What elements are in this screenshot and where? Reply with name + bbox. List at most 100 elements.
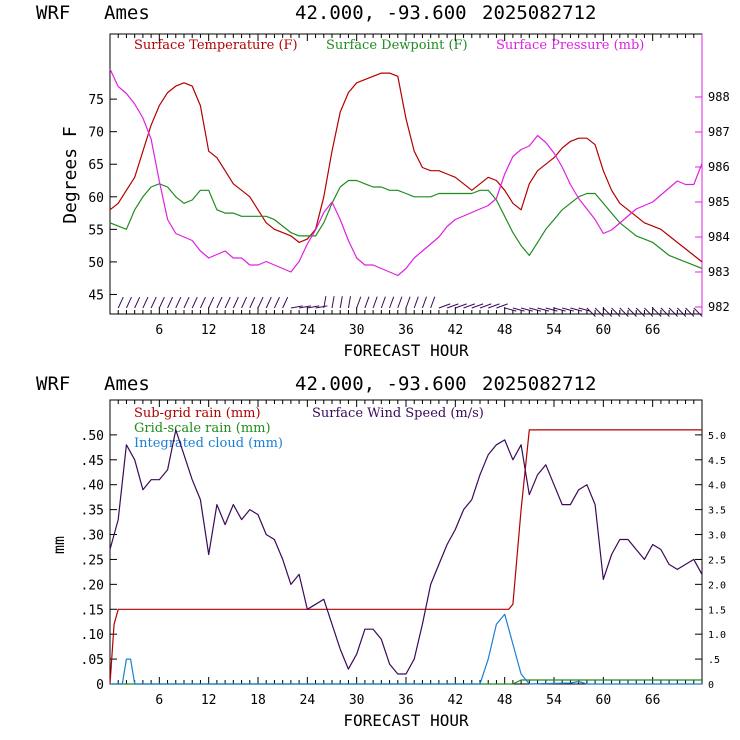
top-model: WRF bbox=[36, 2, 70, 24]
wind-barb bbox=[183, 296, 190, 309]
wind-barb bbox=[685, 307, 695, 317]
wind-barb bbox=[570, 307, 583, 312]
wind-barb bbox=[167, 296, 174, 309]
wind-barb bbox=[619, 307, 629, 317]
wind-barb bbox=[586, 307, 596, 317]
wind-barb bbox=[405, 296, 411, 309]
top-series-group bbox=[109, 68, 703, 277]
integrated-cloud-line bbox=[110, 613, 702, 685]
x-tick-label: 36 bbox=[398, 693, 414, 708]
wind-barb bbox=[529, 307, 542, 312]
bottom-series-group bbox=[109, 429, 703, 685]
bottom-model: WRF bbox=[36, 373, 70, 395]
y-tick-label: .40 bbox=[81, 479, 104, 494]
temperature-line bbox=[109, 72, 703, 263]
y2-tick-label: 2.5 bbox=[708, 555, 726, 566]
x-tick-label: 48 bbox=[497, 693, 513, 708]
wind-barb bbox=[142, 296, 149, 309]
y-tick-label: .05 bbox=[81, 653, 104, 668]
legend-temperature: Surface Temperature (F) bbox=[134, 38, 298, 53]
wind-barb bbox=[191, 296, 198, 309]
wind-barb bbox=[545, 307, 558, 312]
wind-barb bbox=[372, 296, 378, 309]
x-tick-label: 36 bbox=[398, 323, 414, 338]
y-tick-label: .10 bbox=[81, 628, 104, 643]
y2-tick-label: 982 bbox=[708, 300, 730, 314]
wind-barb bbox=[356, 296, 362, 309]
x-tick-label: 12 bbox=[201, 323, 217, 338]
y-tick-label: .45 bbox=[81, 454, 104, 469]
x-tick-label: 54 bbox=[546, 323, 562, 338]
legend-gridscale-rain: Grid-scale rain (mm) bbox=[134, 421, 271, 436]
wind-barb bbox=[463, 303, 475, 309]
y2-tick-label: 988 bbox=[708, 90, 730, 104]
y2-tick-label: .5 bbox=[708, 655, 720, 666]
y2-tick-label: 984 bbox=[708, 230, 730, 244]
wind-barb bbox=[537, 307, 550, 312]
wind-barb bbox=[134, 296, 141, 309]
wind-barb bbox=[315, 305, 328, 309]
top-y-ticks: 45 50 55 60 65 70 75 bbox=[88, 93, 117, 303]
wind-barb bbox=[117, 296, 124, 309]
wind-barb bbox=[158, 296, 165, 309]
x-tick-label: 54 bbox=[546, 693, 562, 708]
wind-barb bbox=[471, 303, 484, 309]
top-run: 2025082712 bbox=[482, 2, 596, 24]
y-tick-label: .25 bbox=[81, 553, 104, 568]
y2-tick-label: 987 bbox=[708, 125, 730, 139]
x-tick-label: 30 bbox=[349, 693, 365, 708]
y-tick-label: 55 bbox=[88, 223, 104, 238]
y2-tick-label: 4.5 bbox=[708, 456, 726, 467]
legend-integrated-cloud: Integrated cloud (mm) bbox=[134, 436, 283, 451]
bottom-run: 2025082712 bbox=[482, 373, 596, 395]
wind-barb bbox=[175, 296, 182, 309]
y2-tick-label: 2.0 bbox=[708, 580, 726, 591]
bottom-x-axis-title: FORECAST HOUR bbox=[343, 711, 469, 730]
y-tick-label: 60 bbox=[88, 191, 104, 206]
wind-barb bbox=[331, 296, 335, 309]
wind-barb bbox=[652, 307, 662, 317]
wind-barb bbox=[199, 296, 206, 309]
y2-tick-label: 3.5 bbox=[708, 506, 726, 517]
top-x-axis-title: FORECAST HOUR bbox=[343, 341, 469, 360]
wind-barb bbox=[668, 307, 678, 317]
wind-barb bbox=[273, 296, 280, 309]
y2-tick-label: 0 bbox=[708, 680, 714, 691]
x-tick-label: 48 bbox=[497, 323, 513, 338]
wind-barb bbox=[446, 303, 459, 309]
wind-barb bbox=[553, 307, 566, 312]
y-tick-label: 45 bbox=[88, 288, 104, 303]
top-header: WRF Ames 42.000, -93.600 2025082712 bbox=[36, 2, 596, 24]
x-tick-label: 18 bbox=[250, 693, 266, 708]
top-legend: Surface Temperature (F) Surface Dewpoint… bbox=[134, 38, 644, 53]
x-tick-label: 66 bbox=[645, 693, 661, 708]
x-tick-label: 6 bbox=[155, 693, 163, 708]
wind-barb bbox=[627, 307, 637, 317]
wind-barb bbox=[364, 296, 370, 309]
x-tick-label: 12 bbox=[201, 693, 217, 708]
wind-barb bbox=[323, 296, 327, 309]
wind-barb bbox=[455, 303, 467, 309]
x-tick-label: 66 bbox=[645, 323, 661, 338]
wind-barb bbox=[693, 307, 703, 317]
wind-barb bbox=[488, 303, 500, 309]
wind-barb bbox=[602, 307, 613, 317]
y-tick-label: 75 bbox=[88, 93, 104, 108]
y-tick-label: .50 bbox=[81, 429, 104, 444]
y-tick-label: .35 bbox=[81, 504, 104, 519]
wind-barb bbox=[413, 296, 419, 309]
wind-barb bbox=[578, 307, 591, 312]
wind-barb bbox=[644, 307, 654, 317]
y-tick-label: 0 bbox=[96, 678, 104, 693]
top-plot-frame bbox=[109, 33, 703, 315]
y-tick-label: .30 bbox=[81, 529, 104, 544]
wind-barb bbox=[562, 307, 574, 312]
wind-speed-line bbox=[109, 429, 703, 675]
x-tick-label: 60 bbox=[596, 323, 612, 338]
x-tick-label: 42 bbox=[448, 323, 464, 338]
top-coords: 42.000, -93.600 bbox=[295, 2, 467, 24]
bottom-y-axis-title: mm bbox=[50, 536, 68, 554]
wind-barb bbox=[224, 296, 231, 309]
wind-barb bbox=[421, 296, 427, 309]
